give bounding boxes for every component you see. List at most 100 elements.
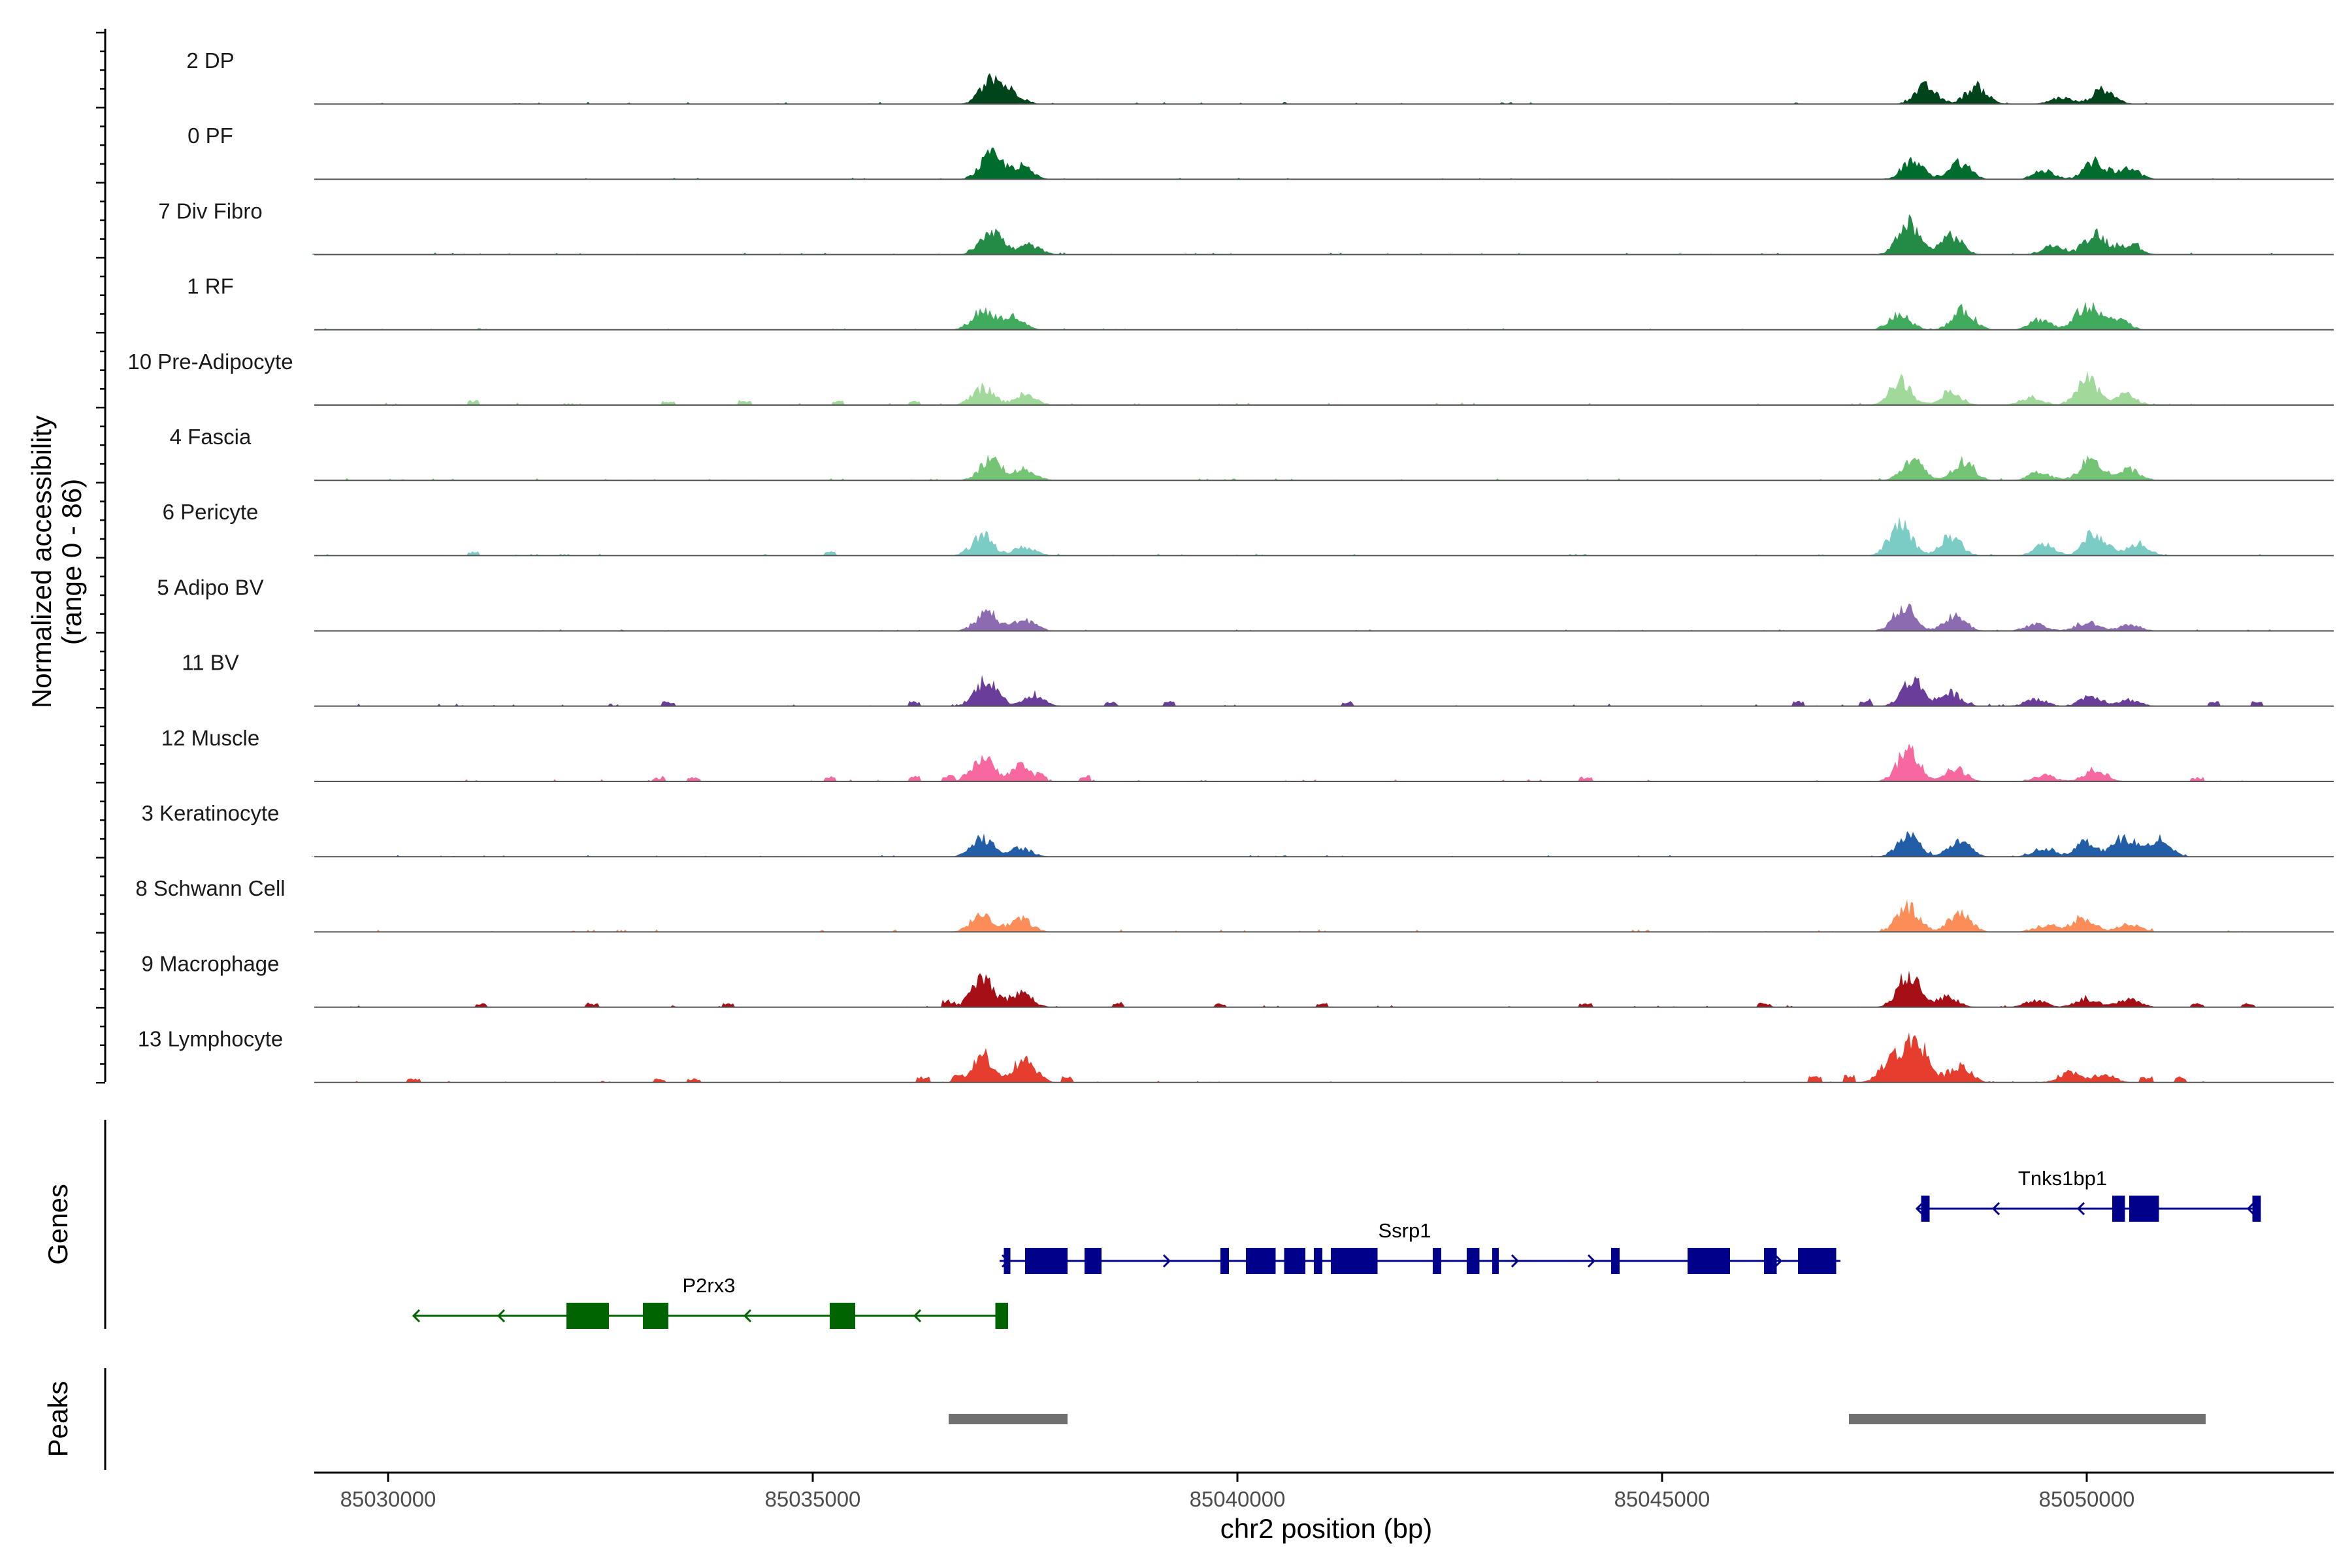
track-label: 1 RF bbox=[187, 274, 234, 299]
gene-strand-arrow bbox=[913, 1309, 922, 1323]
gene-strand-arrow bbox=[1162, 1254, 1171, 1268]
gene-strand-arrow bbox=[2076, 1201, 2085, 1216]
track-signal-area bbox=[312, 1032, 2274, 1083]
track-signal-area bbox=[312, 73, 2274, 105]
track-signal-area bbox=[312, 214, 2274, 255]
track-0: 2 DP bbox=[186, 48, 2334, 105]
gene-exon bbox=[830, 1303, 855, 1329]
gene-strand-arrow bbox=[1991, 1201, 2001, 1216]
x-tick-label: 85030000 bbox=[340, 1487, 436, 1511]
track-label: 9 Macrophage bbox=[142, 951, 280, 975]
gene-strand-arrow bbox=[412, 1309, 421, 1323]
gene-p2rx3: P2rx3 bbox=[412, 1274, 1008, 1329]
x-axis-title: chr2 position (bp) bbox=[1220, 1513, 1433, 1544]
gene-strand-arrow bbox=[1511, 1254, 1520, 1268]
track-3: 1 RF bbox=[187, 274, 2334, 331]
peaks-panel-title: Peaks bbox=[42, 1381, 73, 1458]
x-axis-ticks: 85030000 85035000 85040000 85045000 85050000 bbox=[340, 1473, 2135, 1511]
gene-exon bbox=[995, 1303, 1008, 1329]
gene-exon bbox=[1798, 1248, 1837, 1274]
gene-exon bbox=[1220, 1248, 1229, 1274]
track-13: 13 Lymphocyte bbox=[138, 1027, 2334, 1083]
peak-regions bbox=[949, 1414, 2206, 1424]
x-tick-label: 85040000 bbox=[1190, 1487, 1286, 1511]
genes-panel-title: Genes bbox=[42, 1184, 73, 1265]
x-tick-label: 85035000 bbox=[765, 1487, 861, 1511]
peak-region-bar bbox=[1849, 1414, 2206, 1424]
gene-exon bbox=[2129, 1196, 2159, 1222]
x-tick-label: 85045000 bbox=[1614, 1487, 1710, 1511]
gene-exon bbox=[1284, 1248, 1305, 1274]
track-label: 12 Muscle bbox=[161, 726, 259, 750]
gene-ssrp1: Ssrp1 bbox=[1000, 1219, 1840, 1274]
track-label: 7 Div Fibro bbox=[158, 199, 263, 223]
gene-tnks1bp1: Tnks1bp1 bbox=[1915, 1167, 2261, 1222]
track-signal-area bbox=[312, 743, 2274, 781]
gene-strand-arrow bbox=[497, 1309, 506, 1323]
track-label: 6 Pericyte bbox=[163, 500, 259, 524]
gene-exon bbox=[1764, 1248, 1777, 1274]
track-signal-area bbox=[312, 147, 2274, 180]
gene-strand-arrow bbox=[1915, 1201, 1924, 1216]
track-10: 3 Keratinocyte bbox=[142, 801, 2334, 858]
track-label: 8 Schwann Cell bbox=[135, 876, 285, 900]
track-label: 13 Lymphocyte bbox=[138, 1027, 284, 1051]
track-9: 12 Muscle bbox=[161, 726, 2334, 782]
track-2: 7 Div Fibro bbox=[158, 199, 2334, 255]
gene-label: Ssrp1 bbox=[1379, 1219, 1431, 1242]
track-signal-area bbox=[312, 516, 2274, 556]
gene-strand-arrow bbox=[1060, 1254, 1070, 1268]
gene-strand-arrow bbox=[1774, 1254, 1783, 1268]
gene-exon bbox=[2112, 1196, 2125, 1222]
gene-exon bbox=[1085, 1248, 1102, 1274]
gene-exon bbox=[1025, 1248, 1068, 1274]
track-6: 6 Pericyte bbox=[163, 500, 2334, 557]
track-signal-area bbox=[312, 970, 2274, 1007]
track-1: 0 PF bbox=[188, 123, 2334, 180]
y-axis-title-line1: Normalized accessibility bbox=[26, 416, 57, 708]
gene-exon bbox=[1688, 1248, 1730, 1274]
gene-exon bbox=[1492, 1248, 1499, 1274]
gene-label: Tnks1bp1 bbox=[2018, 1167, 2107, 1190]
track-signal-area bbox=[312, 603, 2274, 631]
track-label: 5 Adipo BV bbox=[157, 575, 263, 599]
gene-strand-arrow bbox=[1001, 1254, 1010, 1268]
peak-region-bar bbox=[949, 1414, 1068, 1424]
gene-exon bbox=[1433, 1248, 1441, 1274]
track-label: 3 Keratinocyte bbox=[142, 801, 280, 825]
track-4: 10 Pre-Adipocyte bbox=[127, 350, 2334, 406]
track-8: 11 BV bbox=[182, 651, 2334, 707]
track-signal-area bbox=[312, 674, 2274, 706]
track-5: 4 Fascia bbox=[170, 425, 2334, 482]
gene-strand-arrow bbox=[743, 1309, 752, 1323]
gene-strand-arrow bbox=[2246, 1201, 2255, 1216]
gene-exon bbox=[1314, 1248, 1322, 1274]
track-label: 11 BV bbox=[182, 651, 238, 675]
track-signal-area bbox=[312, 831, 2274, 857]
gene-exon bbox=[1246, 1248, 1276, 1274]
track-11: 8 Schwann Cell bbox=[135, 876, 2334, 933]
track-label: 4 Fascia bbox=[170, 425, 252, 449]
gene-exon bbox=[643, 1303, 668, 1329]
track-12: 9 Macrophage bbox=[142, 951, 2334, 1008]
track-7: 5 Adipo BV bbox=[157, 575, 2334, 632]
track-signal-area bbox=[312, 370, 2274, 405]
track-label: 2 DP bbox=[186, 48, 234, 73]
gene-exon bbox=[1611, 1248, 1620, 1274]
gene-exon bbox=[1331, 1248, 1378, 1274]
track-label: 0 PF bbox=[188, 123, 233, 148]
track-signal-area bbox=[312, 301, 2274, 330]
gene-exon bbox=[1467, 1248, 1480, 1274]
gene-annotations: Tnks1bp1 Ssrp1 P2rx3 bbox=[412, 1167, 2261, 1329]
track-label: 10 Pre-Adipocyte bbox=[127, 350, 293, 374]
coverage-y-ticks bbox=[96, 31, 105, 1084]
x-tick-label: 85050000 bbox=[2039, 1487, 2135, 1511]
y-axis-title-line2: (range 0 - 86) bbox=[56, 479, 87, 645]
coverage-tracks: 2 DP 0 PF 7 Div Fibro 1 RF 10 Pre-Adipocyte 4… bbox=[127, 48, 2334, 1083]
track-signal-area bbox=[312, 454, 2274, 481]
gene-exon bbox=[1921, 1196, 1930, 1222]
gene-strand-arrow bbox=[1587, 1254, 1596, 1268]
track-signal-area bbox=[312, 899, 2274, 932]
gene-exon bbox=[566, 1303, 609, 1329]
